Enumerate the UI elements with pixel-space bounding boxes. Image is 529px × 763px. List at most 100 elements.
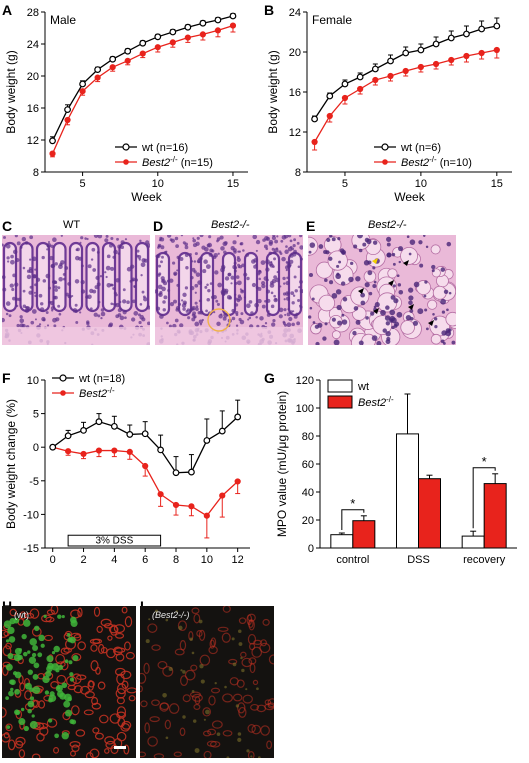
nucleus (187, 316, 191, 320)
red-signal (121, 606, 128, 614)
nucleus (181, 299, 184, 302)
chart-a-y-tick-label: 24 (27, 39, 39, 51)
nucleus (100, 317, 103, 320)
chart-a-data-point (139, 39, 147, 47)
nucleus (409, 316, 414, 321)
nucleus (341, 319, 348, 325)
nucleus (386, 242, 391, 247)
nucleus (80, 236, 84, 240)
nucleus (117, 252, 121, 255)
nucleus (324, 322, 328, 326)
chart-a-data-point (49, 150, 56, 157)
nucleus (392, 262, 396, 266)
chart-a-data-point (79, 88, 86, 95)
nucleus (203, 259, 208, 264)
nucleus (284, 313, 287, 316)
nucleus (64, 266, 69, 270)
nucleus (205, 309, 208, 313)
chart-f-data-point (218, 427, 226, 435)
chart-a-data-point (229, 22, 237, 29)
red-signal (70, 632, 82, 639)
background-signal (191, 651, 195, 655)
red-signal (140, 700, 148, 708)
red-signal (90, 660, 99, 672)
nucleus (220, 246, 225, 251)
nucleus (248, 316, 252, 320)
nucleus (169, 238, 173, 242)
nucleus (282, 322, 286, 326)
green-signal (23, 619, 31, 627)
nucleus (294, 251, 297, 254)
green-signal (40, 643, 45, 648)
red-signal (124, 616, 133, 628)
red-signal (191, 607, 200, 615)
nucleus (6, 256, 10, 260)
green-signal (32, 644, 39, 651)
red-signal (247, 751, 255, 758)
green-signal (51, 650, 56, 655)
green-signal (29, 638, 37, 646)
nucleus (114, 303, 118, 306)
chart-f-data-point (49, 443, 57, 451)
nucleus (169, 302, 175, 307)
nucleus (146, 243, 150, 248)
chart-g-category-label: DSS (407, 554, 430, 566)
nucleus (141, 258, 146, 263)
nucleus (217, 282, 223, 288)
green-signal (61, 682, 68, 689)
nucleus (163, 295, 168, 300)
nucleus (39, 307, 45, 312)
nucleus (156, 306, 161, 311)
nucleus (191, 305, 196, 311)
red-signal (92, 727, 100, 734)
nucleus (50, 263, 56, 269)
background-signal (238, 629, 242, 634)
red-signal (9, 608, 17, 617)
nucleus (406, 235, 410, 239)
nucleus (129, 264, 135, 269)
nucleus (199, 323, 203, 326)
nucleus (92, 268, 97, 272)
nucleus (162, 300, 166, 304)
chart-b-y-tick-label: 8 (295, 167, 301, 179)
immuno-label-i: (Best2-/-) (152, 610, 190, 620)
chart-f-x-tick-label: 4 (111, 554, 117, 566)
background-signal (237, 732, 242, 736)
chart-a-data-point (229, 12, 237, 20)
chart-b-x-tick-label: 15 (491, 178, 503, 190)
nucleus (324, 278, 328, 282)
chart-g-y-tick-label: 100 (296, 403, 314, 415)
nucleus (74, 310, 78, 314)
nucleus (287, 308, 290, 311)
nucleus (58, 264, 63, 270)
nucleus (25, 306, 28, 309)
nucleus (299, 289, 303, 294)
nucleus (408, 295, 414, 301)
nucleus (237, 263, 241, 267)
background-signal (165, 618, 169, 622)
red-signal (108, 625, 119, 634)
green-signal (53, 645, 60, 653)
background-signal (178, 625, 183, 631)
background-signal (246, 749, 250, 753)
green-signal (51, 663, 59, 671)
nucleus (255, 249, 258, 252)
chart-a-data-point (79, 80, 86, 88)
chart-a-x-label: Week (131, 190, 162, 204)
red-signal (112, 646, 123, 656)
red-signal (93, 606, 101, 617)
nucleus (389, 309, 396, 316)
nucleus (165, 250, 168, 253)
red-signal (116, 696, 125, 705)
nucleus (194, 291, 197, 294)
chart-a-data-point (214, 16, 222, 24)
nucleus (232, 240, 237, 245)
chart-f-data-point (95, 447, 103, 454)
nucleus (36, 277, 41, 282)
nucleus (41, 255, 45, 260)
nucleus (266, 313, 271, 317)
chart-f-legend-label: wt (n=18) (78, 373, 125, 385)
nucleus (398, 260, 402, 264)
green-signal (44, 690, 50, 695)
nucleus (74, 303, 78, 307)
